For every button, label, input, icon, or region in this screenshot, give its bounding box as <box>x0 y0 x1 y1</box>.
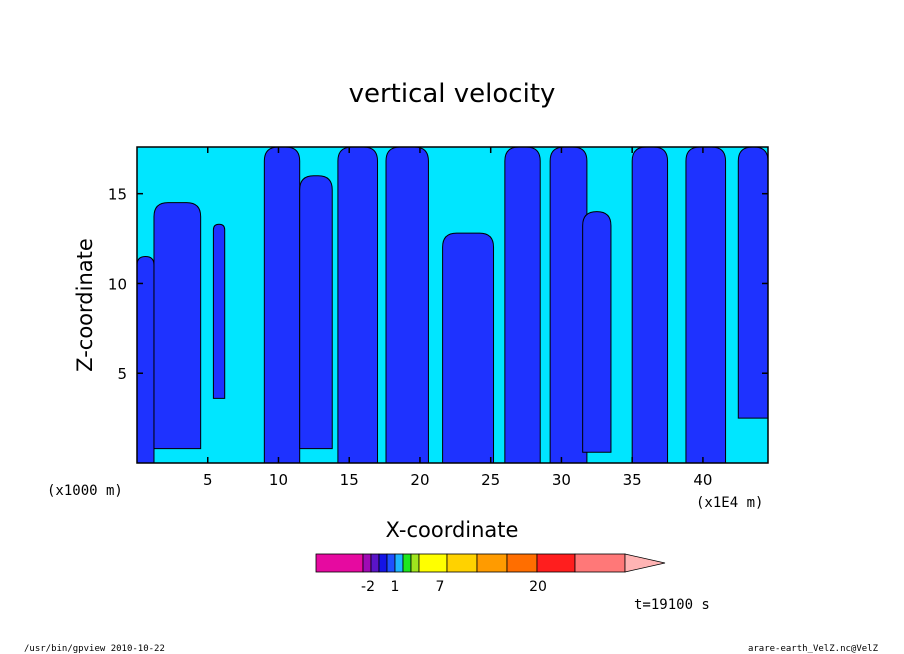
colorbar-label: 1 <box>391 579 400 595</box>
footer-right: arare-earth_VelZ.nc@VelZ <box>748 644 879 654</box>
colorbar-bin <box>410 553 420 573</box>
colorbar-bin <box>476 553 508 573</box>
y-tick-label: 10 <box>108 275 127 293</box>
x-tick-label: 35 <box>623 471 642 489</box>
negative-region <box>137 256 155 463</box>
negative-region <box>442 232 495 463</box>
colorbar-bin <box>574 553 626 573</box>
colorbar-bin <box>446 553 478 573</box>
negative-region <box>737 147 768 419</box>
x-unit-note: (x1E4 m) <box>696 495 763 511</box>
y-axis-label: Z-coordinate <box>73 238 97 372</box>
colorbar-bin <box>418 553 448 573</box>
colorbar-label: 7 <box>436 579 445 595</box>
chart-title: vertical velocity <box>349 79 556 109</box>
negative-region <box>631 147 669 463</box>
y-tick-label: 15 <box>108 186 127 204</box>
plot-area <box>136 146 769 464</box>
y-tick-label: 5 <box>117 365 127 383</box>
time-label: t=19100 s <box>634 597 710 613</box>
negative-region <box>337 147 379 463</box>
negative-region <box>153 202 202 450</box>
colorbar-arrow <box>624 553 666 573</box>
x-tick-label: 20 <box>410 471 429 489</box>
x-tick-label: 25 <box>481 471 500 489</box>
colorbar-bin <box>402 553 412 573</box>
colorbar-bin <box>370 553 380 573</box>
negative-region <box>212 223 226 399</box>
colorbar-bin <box>362 553 372 573</box>
negative-region <box>299 175 333 450</box>
plot-frame <box>136 146 769 464</box>
negative-region <box>263 147 301 463</box>
y-unit-note: (x1000 m) <box>47 483 123 499</box>
colorbar-bin <box>378 553 388 573</box>
colorbar-label: 20 <box>529 579 547 595</box>
colorbar-label: -2 <box>361 579 375 595</box>
colorbar-bin <box>394 553 404 573</box>
x-axis-label: X-coordinate <box>386 518 519 542</box>
x-tick-label: 30 <box>552 471 571 489</box>
x-tick-label: 40 <box>693 471 712 489</box>
negative-region <box>582 211 612 453</box>
negative-region <box>549 147 588 463</box>
colorbar-bin <box>536 553 576 573</box>
colorbar-bin <box>315 553 364 573</box>
colorbar-bin <box>386 553 396 573</box>
colorbar-bin <box>506 553 538 573</box>
x-tick-label: 10 <box>269 471 288 489</box>
negative-region <box>685 147 727 463</box>
footer-left: /usr/bin/gpview 2010-10-22 <box>24 644 165 654</box>
y-axis: 5 10 15 <box>108 186 768 383</box>
colorbar: -2 1 7 20 <box>315 553 666 595</box>
negative-region <box>385 147 429 463</box>
x-axis: 5 10 15 20 25 30 35 40 <box>203 147 712 489</box>
x-tick-label: 5 <box>203 471 213 489</box>
negative-region <box>504 147 541 463</box>
x-tick-label: 15 <box>340 471 359 489</box>
